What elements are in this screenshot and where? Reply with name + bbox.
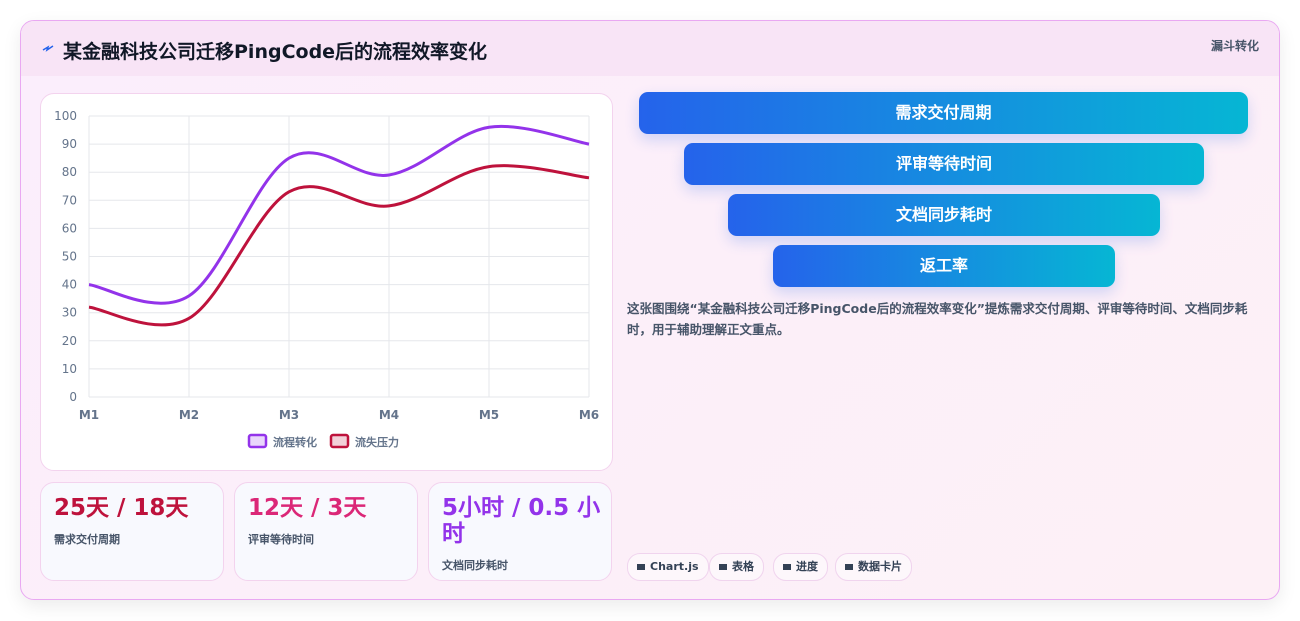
tag-text: 进度 bbox=[796, 560, 818, 573]
stat-value: 5小时 / 0.5 小时 bbox=[442, 495, 601, 547]
stat-label: 评审等待时间 bbox=[248, 533, 314, 546]
funnel-step: 需求交付周期 bbox=[639, 92, 1248, 134]
funnel-step: 返工率 bbox=[773, 245, 1115, 287]
funnel-step: 评审等待时间 bbox=[684, 143, 1204, 185]
stat-value: 25天 / 18天 bbox=[54, 495, 189, 521]
stat-card: 5小时 / 0.5 小时文档同步耗时 bbox=[428, 482, 612, 581]
tag: 进度 bbox=[773, 553, 828, 581]
chart: 0 10 20 30 40 50 60 70 80 90 100 M1 M2 M3 M4 M5 M6 流程转化 流失… bbox=[54, 109, 599, 449]
x-tick-label: M2 bbox=[179, 408, 199, 422]
description: 这张图围绕“某金融科技公司迁移PingCode后的流程效率变化”提炼需求交付周期… bbox=[627, 301, 1248, 337]
line bbox=[88, 164, 590, 327]
stat-value: 12天 / 3天 bbox=[248, 495, 367, 521]
tag-text: Chart.js bbox=[650, 560, 699, 573]
chart-panel: 0 10 20 30 40 50 60 70 80 90 100 M1 M2 M3 M4 M5 M6 流程转化 流失… bbox=[40, 93, 613, 471]
y-tick-label: 100 bbox=[54, 109, 77, 123]
tag: 表格 bbox=[709, 553, 764, 581]
legend-swatch bbox=[247, 433, 268, 449]
y-tick-label: 50 bbox=[62, 250, 77, 264]
x-tick-label: M6 bbox=[579, 408, 599, 422]
stat-card: 25天 / 18天需求交付周期 bbox=[40, 482, 224, 581]
legend-swatch bbox=[329, 433, 350, 449]
card: 某金融科技公司迁移PingCode后的流程效率变化 漏斗转化 0 10 20 30 40… bbox=[20, 20, 1280, 600]
tag: 数据卡片 bbox=[835, 553, 912, 581]
y-tick-label: 10 bbox=[62, 362, 77, 376]
stat-label: 文档同步耗时 bbox=[442, 559, 508, 572]
x-tick-label: M5 bbox=[479, 408, 499, 422]
funnel-step: 文档同步耗时 bbox=[728, 194, 1160, 236]
x-tick-label: M3 bbox=[279, 408, 299, 422]
tag: Chart.js bbox=[627, 553, 709, 581]
tag-text: 数据卡片 bbox=[858, 560, 902, 573]
legend-label: 流失压力 bbox=[355, 435, 399, 449]
x-tick-label: M1 bbox=[79, 408, 99, 422]
header: 某金融科技公司迁移PingCode后的流程效率变化 漏斗转化 bbox=[21, 21, 1279, 76]
y-tick-label: 90 bbox=[62, 137, 77, 151]
y-tick-label: 30 bbox=[62, 306, 77, 320]
legend-label: 流程转化 bbox=[273, 435, 317, 449]
line bbox=[88, 124, 590, 305]
x-tick-label: M4 bbox=[379, 408, 399, 422]
title: 某金融科技公司迁移PingCode后的流程效率变化 bbox=[63, 41, 488, 63]
y-tick-label: 40 bbox=[62, 278, 77, 292]
stat-card: 12天 / 3天评审等待时间 bbox=[234, 482, 418, 581]
title-icon bbox=[42, 45, 54, 52]
y-tick-label: 20 bbox=[62, 334, 77, 348]
y-tick-label: 70 bbox=[62, 193, 77, 207]
y-tick-label: 0 bbox=[69, 390, 77, 404]
tag-text: 表格 bbox=[732, 560, 754, 573]
y-tick-label: 60 bbox=[62, 221, 77, 235]
stat-label: 需求交付周期 bbox=[54, 533, 120, 546]
badge: 漏斗转化 bbox=[1210, 39, 1259, 53]
y-tick-label: 80 bbox=[62, 165, 77, 179]
